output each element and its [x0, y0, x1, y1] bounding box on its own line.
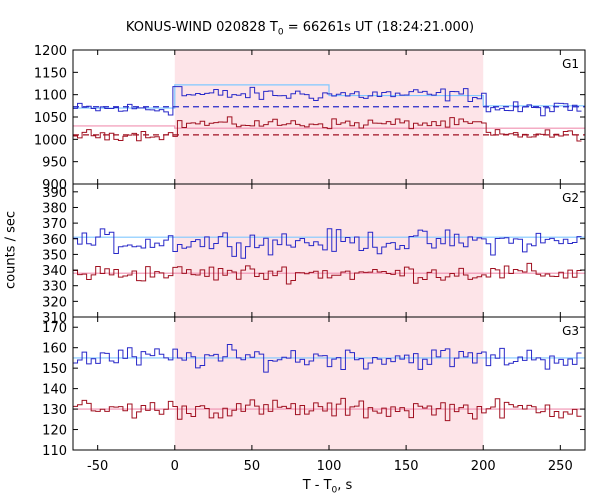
g3-low-light-curve: [73, 397, 582, 422]
y-axis-label: counts / sec: [3, 210, 19, 290]
g1-panel-label: G1: [562, 57, 579, 71]
g1-y-tick-label: 950: [42, 156, 67, 171]
x-tick-label: 50: [244, 459, 261, 474]
g1-low-light-curve: [73, 116, 582, 142]
g1-y-tick-label: 1100: [34, 89, 67, 104]
g2-y-tick-label: 310: [42, 311, 67, 326]
g3-y-tick-label: 160: [42, 342, 67, 357]
x-tick-label: 200: [471, 459, 496, 474]
g2-y-tick-label: 370: [42, 217, 67, 232]
g1-low-background-line: [73, 125, 585, 129]
g2-y-tick-label: 340: [42, 264, 67, 279]
g3-y-tick-label: 140: [42, 383, 67, 398]
title-main: KONUS-WIND 020828 T: [125, 20, 278, 35]
g1-y-tick-label: 1050: [34, 111, 67, 126]
g2-y-tick-label: 350: [42, 248, 67, 263]
g1-y-tick-label: 900: [42, 178, 67, 193]
g3-y-tick-label: 170: [42, 321, 67, 336]
g3-high-light-curve: [73, 344, 582, 373]
xlabel-main: T - T: [302, 478, 332, 493]
g3-panel-label: G3: [562, 324, 579, 338]
x-tick-label: -50: [87, 459, 108, 474]
g1-y-tick-label: 1200: [34, 44, 67, 59]
g2-y-tick-label: 360: [42, 233, 67, 248]
g3-y-tick-label: 150: [42, 362, 67, 377]
g2-high-light-curve: [73, 228, 582, 259]
x-tick-label: 100: [317, 459, 342, 474]
g3-y-tick-label: 110: [42, 444, 67, 459]
x-tick-label: 0: [171, 459, 179, 474]
xlabel-rest: , s: [337, 478, 353, 493]
g2-y-tick-label: 330: [42, 280, 67, 295]
g1-y-tick-label: 1000: [34, 133, 67, 148]
g2-low-light-curve: [73, 262, 582, 285]
g2-y-tick-label: 380: [42, 201, 67, 216]
x-tick-label: 250: [548, 459, 573, 474]
g2-panel-label: G2: [562, 191, 579, 205]
title-subscript: 0: [277, 27, 284, 38]
title-rest: = 66261s UT (18:24:21.000): [283, 20, 475, 35]
g1-y-tick-label: 1150: [34, 66, 67, 81]
chart-title: KONUS-WIND 020828 T0 = 66261s UT (18:24:…: [0, 20, 600, 38]
g2-y-tick-label: 390: [42, 186, 67, 201]
xlabel-subscript: 0: [331, 485, 338, 496]
g1-high-light-curve: [73, 86, 582, 117]
g2-y-tick-label: 320: [42, 295, 67, 310]
g3-y-tick-label: 120: [42, 424, 67, 439]
g3-y-tick-label: 130: [42, 403, 67, 418]
highlight-region: [174, 50, 484, 450]
g1-high-background-line: [73, 84, 585, 109]
x-axis-label: T - T0, s: [0, 478, 600, 496]
x-tick-label: 150: [394, 459, 419, 474]
